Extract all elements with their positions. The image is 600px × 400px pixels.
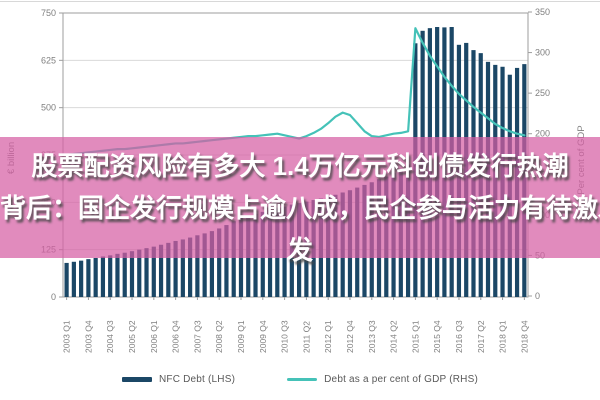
legend-label-nfc-debt: NFC Debt (LHS): [158, 373, 236, 385]
x-axis-label: 2006 Q1: [149, 320, 159, 353]
bar: [202, 233, 207, 297]
bar: [93, 258, 98, 297]
x-axis-label: 2003 Q1: [62, 320, 72, 353]
bar: [108, 255, 113, 297]
gdp-ratio-line: [65, 27, 526, 156]
bar: [209, 231, 215, 297]
bar: [231, 221, 236, 297]
bar: [166, 242, 171, 297]
x-axis-label: 2009 Q1: [236, 320, 246, 353]
x-axis-label: 2012 Q4: [345, 320, 355, 353]
bar: [173, 240, 178, 297]
x-axis-label: 2016 Q3: [454, 320, 464, 353]
bar: [144, 248, 149, 297]
x-axis-label: 2007 Q3: [192, 320, 202, 353]
x-axis-label: 2018 Q4: [519, 320, 529, 353]
axis-tick-label: 300: [535, 48, 550, 58]
gdp-line-swatch-icon: [287, 377, 318, 381]
bar: [129, 251, 135, 297]
axis-tick-label: 0: [535, 291, 540, 301]
bar: [195, 235, 200, 297]
bar: [71, 261, 76, 297]
x-axis-label: 2013 Q3: [367, 320, 377, 353]
axis-tick-label: 250: [535, 88, 550, 98]
x-axis-label: 2004 Q3: [105, 320, 115, 353]
bar: [151, 246, 156, 297]
bar: [115, 253, 120, 297]
axis-tick-label: 0: [51, 292, 56, 302]
bar: [100, 256, 106, 297]
bar: [217, 228, 222, 297]
bar: [158, 244, 164, 297]
axis-tick-label: 200: [535, 129, 550, 139]
chart-legend: NFC Debt (LHS) Debt as a per cent of GDP…: [0, 366, 600, 392]
axis-tick-label: 625: [41, 55, 56, 65]
x-axis-label: 2011 Q2: [301, 321, 311, 353]
x-axis-label: 2005 Q2: [127, 320, 137, 353]
legend-label-gdp-line: Debt as a per cent of GDP (RHS): [324, 373, 478, 385]
x-axis-label: 2008 Q2: [214, 320, 224, 353]
x-axis-label: 2015 Q4: [432, 320, 442, 353]
x-axis-label: 2009 Q4: [258, 320, 268, 353]
x-axis-label: 2018 Q1: [498, 320, 508, 353]
axis-tick-label: 750: [41, 8, 56, 18]
bar: [64, 262, 69, 297]
axis-tick-label: 500: [41, 103, 56, 113]
x-axis-label: 2017 Q2: [476, 320, 486, 353]
bar: [122, 252, 127, 297]
bar: [224, 225, 229, 297]
bar: [79, 260, 84, 297]
nfc-debt-bar-swatch-icon: [121, 376, 152, 382]
bar: [180, 239, 185, 297]
x-axis-label: 2012 Q1: [323, 320, 333, 353]
page-top-divider: [0, 1, 600, 2]
x-axis-label: 2003 Q4: [83, 320, 93, 353]
axis-tick-label: 350: [535, 7, 550, 17]
legend-item-nfc-debt: NFC Debt (LHS): [121, 373, 236, 385]
bar: [137, 249, 142, 297]
x-axis-label: 2010 Q3: [280, 320, 290, 353]
pink-overlay-band: [0, 137, 600, 258]
bar: [188, 237, 193, 297]
x-axis-label: 2015 Q1: [410, 320, 420, 353]
x-axis-label: 2006 Q4: [171, 320, 181, 353]
bar: [86, 259, 91, 297]
x-axis-label: 2014 Q2: [389, 320, 399, 353]
legend-item-gdp-line: Debt as a per cent of GDP (RHS): [287, 374, 478, 385]
